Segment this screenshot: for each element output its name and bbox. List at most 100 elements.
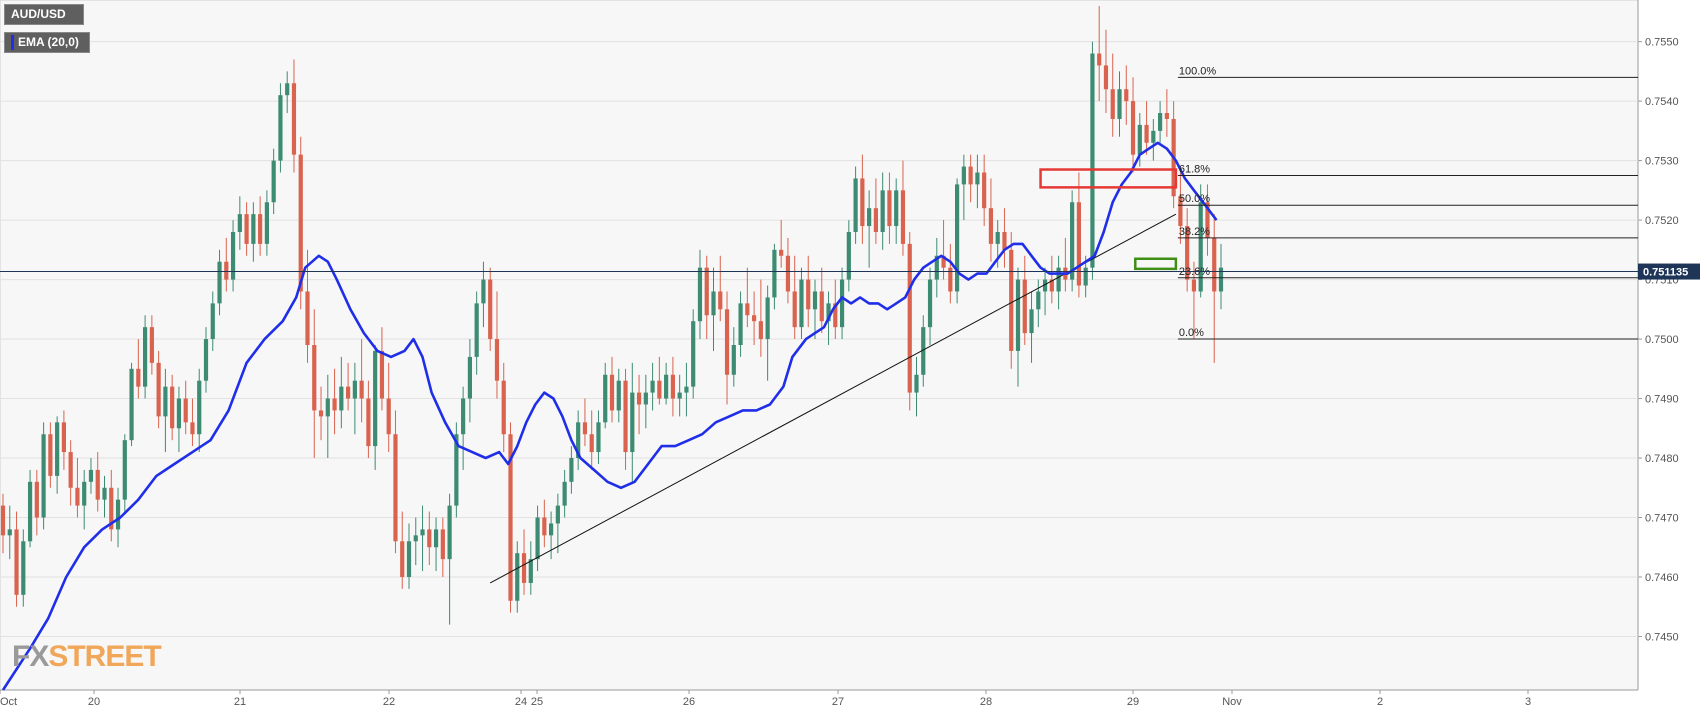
candle-body [115,499,121,530]
candle [406,523,412,589]
candle [684,362,689,417]
candle-body [481,279,486,304]
candle-body [826,303,831,322]
logo-fx: FX [12,640,49,673]
price-tick-label: 0.7460 [1645,572,1679,584]
candle-body [860,178,865,227]
candle-body [758,321,763,340]
candle [806,255,811,328]
candle-body [873,208,878,232]
candle-body [724,309,730,375]
candle-body [853,178,858,232]
candle-body [427,529,432,548]
candle-body [291,83,297,155]
candle-body [867,208,872,227]
time-tick-label: 2 [1377,696,1383,708]
candle [271,148,276,215]
candle [887,172,892,244]
fib-level-label: 38.2% [1179,226,1210,238]
candle [203,327,209,393]
price-tick-label: 0.7520 [1645,215,1679,227]
candle [48,422,53,488]
time-tick-label: 29 [1127,696,1139,708]
candle-body [718,291,723,310]
candle [1144,101,1149,155]
candle [914,356,919,417]
candle [1110,53,1115,137]
candle-body [298,154,303,292]
candle-body [1158,113,1163,131]
candle-body [251,214,256,244]
candle-body [704,267,709,316]
candle-body [447,505,452,560]
candle [136,339,141,399]
candle-body [34,481,39,518]
candle [278,83,283,173]
candle-body [1049,279,1054,292]
candle [691,309,696,399]
candle [792,255,797,340]
candle-body [420,529,425,536]
candle-body [921,327,926,375]
candle [258,196,263,256]
candle [318,386,324,441]
candle [217,249,222,316]
candle-body [393,434,398,542]
candle-body [325,398,330,417]
candle-body [197,380,202,435]
candle-body [934,255,939,280]
candle-body [1076,202,1081,286]
candle-body [772,249,777,298]
candle [968,154,973,203]
candle [1151,118,1156,161]
candle [860,154,865,244]
candle [359,339,364,423]
candle [285,71,290,114]
candle-body [670,374,675,399]
ema-color-swatch [11,35,14,50]
candle-body [975,172,980,185]
indicator-legend[interactable]: EMA (20,0) [4,32,90,53]
candle [745,267,750,328]
candle-body [474,303,479,357]
symbol-label: AUD/USD [11,7,66,21]
candle [880,172,885,250]
candle [454,422,459,518]
candle [1022,255,1027,345]
candle [961,154,966,221]
fxstreet-logo: FXSTREET [12,640,162,674]
candle [400,511,405,589]
candle [988,178,994,262]
candle [1015,267,1021,387]
candle [82,469,87,530]
candle-body [914,374,919,393]
candle-body [346,386,351,399]
candle [785,237,791,304]
candle [183,380,188,435]
price-tick-label: 0.7480 [1645,453,1679,465]
symbol-legend[interactable]: AUD/USD [4,4,84,25]
candle-body [995,231,1000,244]
candle [75,458,80,518]
candle [731,327,736,387]
candle [197,368,202,453]
candle [1130,77,1136,173]
candle [921,315,926,387]
candle-body [149,327,154,363]
candle [1042,267,1048,316]
candle-body [677,392,682,399]
price-tick-label: 0.7490 [1645,394,1679,406]
candle-body [664,374,669,399]
candle-body [894,190,899,227]
candle [68,440,73,506]
candle-body [352,380,357,399]
candle-body [285,83,290,96]
candle-body [400,541,405,577]
candle-body [406,541,412,577]
candle-body [224,261,229,280]
candle [291,59,297,173]
candle-body [1103,65,1109,90]
time-axis-background [0,690,1638,712]
